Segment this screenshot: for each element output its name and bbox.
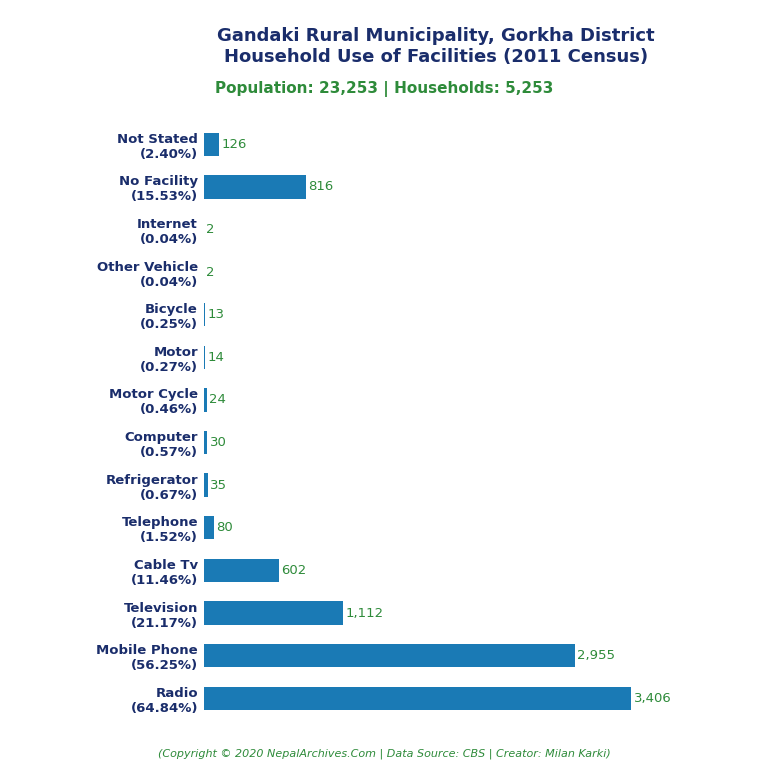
- Bar: [204, 133, 220, 156]
- Text: 13: 13: [207, 308, 224, 321]
- Text: 30: 30: [210, 436, 227, 449]
- Text: 80: 80: [216, 521, 233, 535]
- Text: 2: 2: [206, 266, 214, 279]
- Text: (Copyright © 2020 NepalArchives.Com | Data Source: CBS | Creator: Milan Karki): (Copyright © 2020 NepalArchives.Com | Da…: [157, 748, 611, 759]
- Text: 602: 602: [281, 564, 306, 577]
- Text: 1,112: 1,112: [346, 607, 383, 620]
- Bar: [204, 431, 207, 455]
- Text: 35: 35: [210, 478, 227, 492]
- Bar: [204, 558, 279, 582]
- Text: 24: 24: [209, 393, 226, 406]
- Text: 3,406: 3,406: [634, 692, 671, 705]
- Bar: [204, 687, 631, 710]
- Text: 2,955: 2,955: [577, 649, 615, 662]
- Title: Gandaki Rural Municipality, Gorkha District
Household Use of Facilities (2011 Ce: Gandaki Rural Municipality, Gorkha Distr…: [217, 27, 654, 66]
- Bar: [204, 346, 205, 369]
- Bar: [204, 473, 208, 497]
- Bar: [204, 303, 205, 326]
- Text: Population: 23,253 | Households: 5,253: Population: 23,253 | Households: 5,253: [215, 81, 553, 97]
- Text: 14: 14: [207, 351, 224, 364]
- Text: 126: 126: [222, 137, 247, 151]
- Bar: [204, 644, 574, 667]
- Text: 816: 816: [308, 180, 333, 194]
- Bar: [204, 388, 207, 412]
- Bar: [204, 516, 214, 539]
- Bar: [204, 601, 343, 624]
- Text: 2: 2: [206, 223, 214, 236]
- Bar: [204, 175, 306, 199]
